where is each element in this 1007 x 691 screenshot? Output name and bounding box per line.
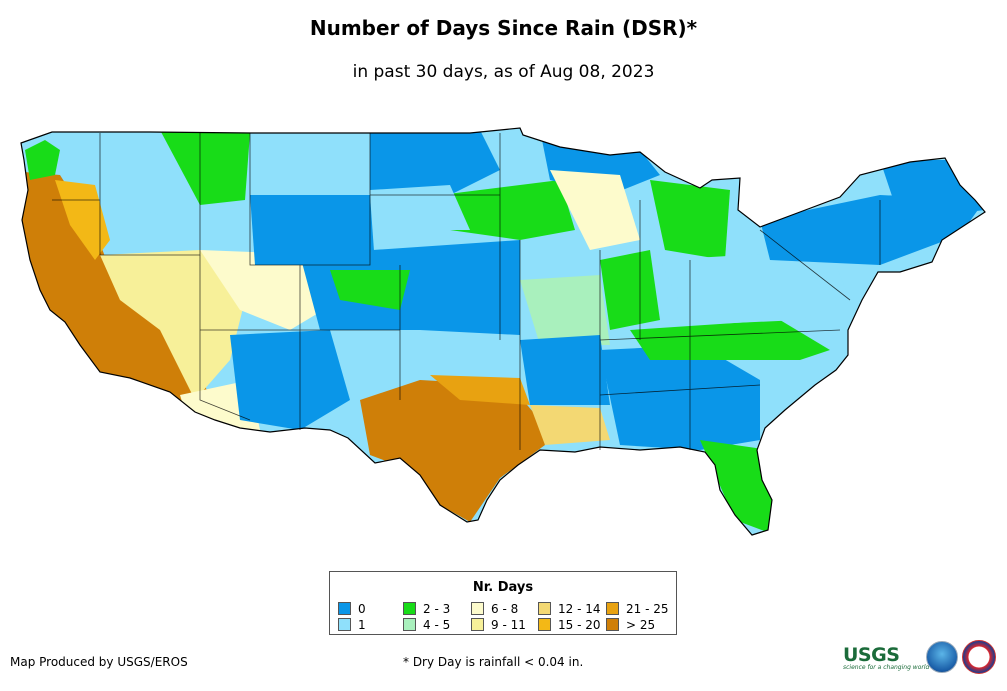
- legend-swatch: [403, 618, 416, 631]
- legend-item-2-3: 2 - 3: [403, 602, 450, 616]
- dry-day-footnote: * Dry Day is rainfall < 0.04 in.: [403, 655, 584, 669]
- legend-swatch: [538, 602, 551, 615]
- legend-item-9-11: 9 - 11: [471, 618, 526, 632]
- legend-item-1: 1: [338, 618, 366, 632]
- legend-item-21-25: 21 - 25: [606, 602, 669, 616]
- legend-label: 4 - 5: [423, 618, 451, 632]
- usgs-logo: USGS: [843, 644, 900, 666]
- legend-swatch: [606, 602, 619, 615]
- legend-label: 15 - 20: [558, 618, 601, 632]
- legend-item-15-20: 15 - 20: [538, 618, 601, 632]
- state-boundaries: [52, 133, 881, 450]
- legend-label: 2 - 3: [423, 602, 451, 616]
- legend: Nr. Days 0 1 2 - 3 4 - 5 6 - 8 9 - 11 12…: [329, 571, 677, 635]
- usgs-tagline: science for a changing world: [843, 664, 930, 671]
- map-title: Number of Days Since Rain (DSR)*: [309, 16, 698, 40]
- nws-logo-icon: [962, 640, 996, 674]
- noaa-logo-icon: [926, 641, 958, 673]
- legend-title: Nr. Days: [472, 580, 534, 595]
- legend-swatch: [606, 618, 619, 631]
- legend-swatch: [338, 618, 351, 631]
- legend-item-12-14: 12 - 14: [538, 602, 601, 616]
- us-outline: [20, 127, 986, 536]
- legend-label: 9 - 11: [491, 618, 526, 632]
- legend-label: 6 - 8: [491, 602, 519, 616]
- legend-label: 0: [358, 602, 366, 616]
- legend-swatch: [338, 602, 351, 615]
- legend-item-6-8: 6 - 8: [471, 602, 518, 616]
- producer-credit: Map Produced by USGS/EROS: [10, 655, 188, 669]
- legend-label: 12 - 14: [558, 602, 601, 616]
- legend-label: 1: [358, 618, 366, 632]
- legend-label: 21 - 25: [626, 602, 669, 616]
- legend-swatch: [471, 618, 484, 631]
- map-subtitle: in past 30 days, as of Aug 08, 2023: [352, 62, 655, 82]
- legend-item-4-5: 4 - 5: [403, 618, 450, 632]
- legend-item-0: 0: [338, 602, 366, 616]
- legend-swatch: [538, 618, 551, 631]
- dsr-fill-layer: [21, 128, 985, 535]
- legend-swatch: [403, 602, 416, 615]
- legend-swatch: [471, 602, 484, 615]
- legend-item-over-25: > 25: [606, 618, 655, 632]
- legend-label: > 25: [626, 618, 656, 632]
